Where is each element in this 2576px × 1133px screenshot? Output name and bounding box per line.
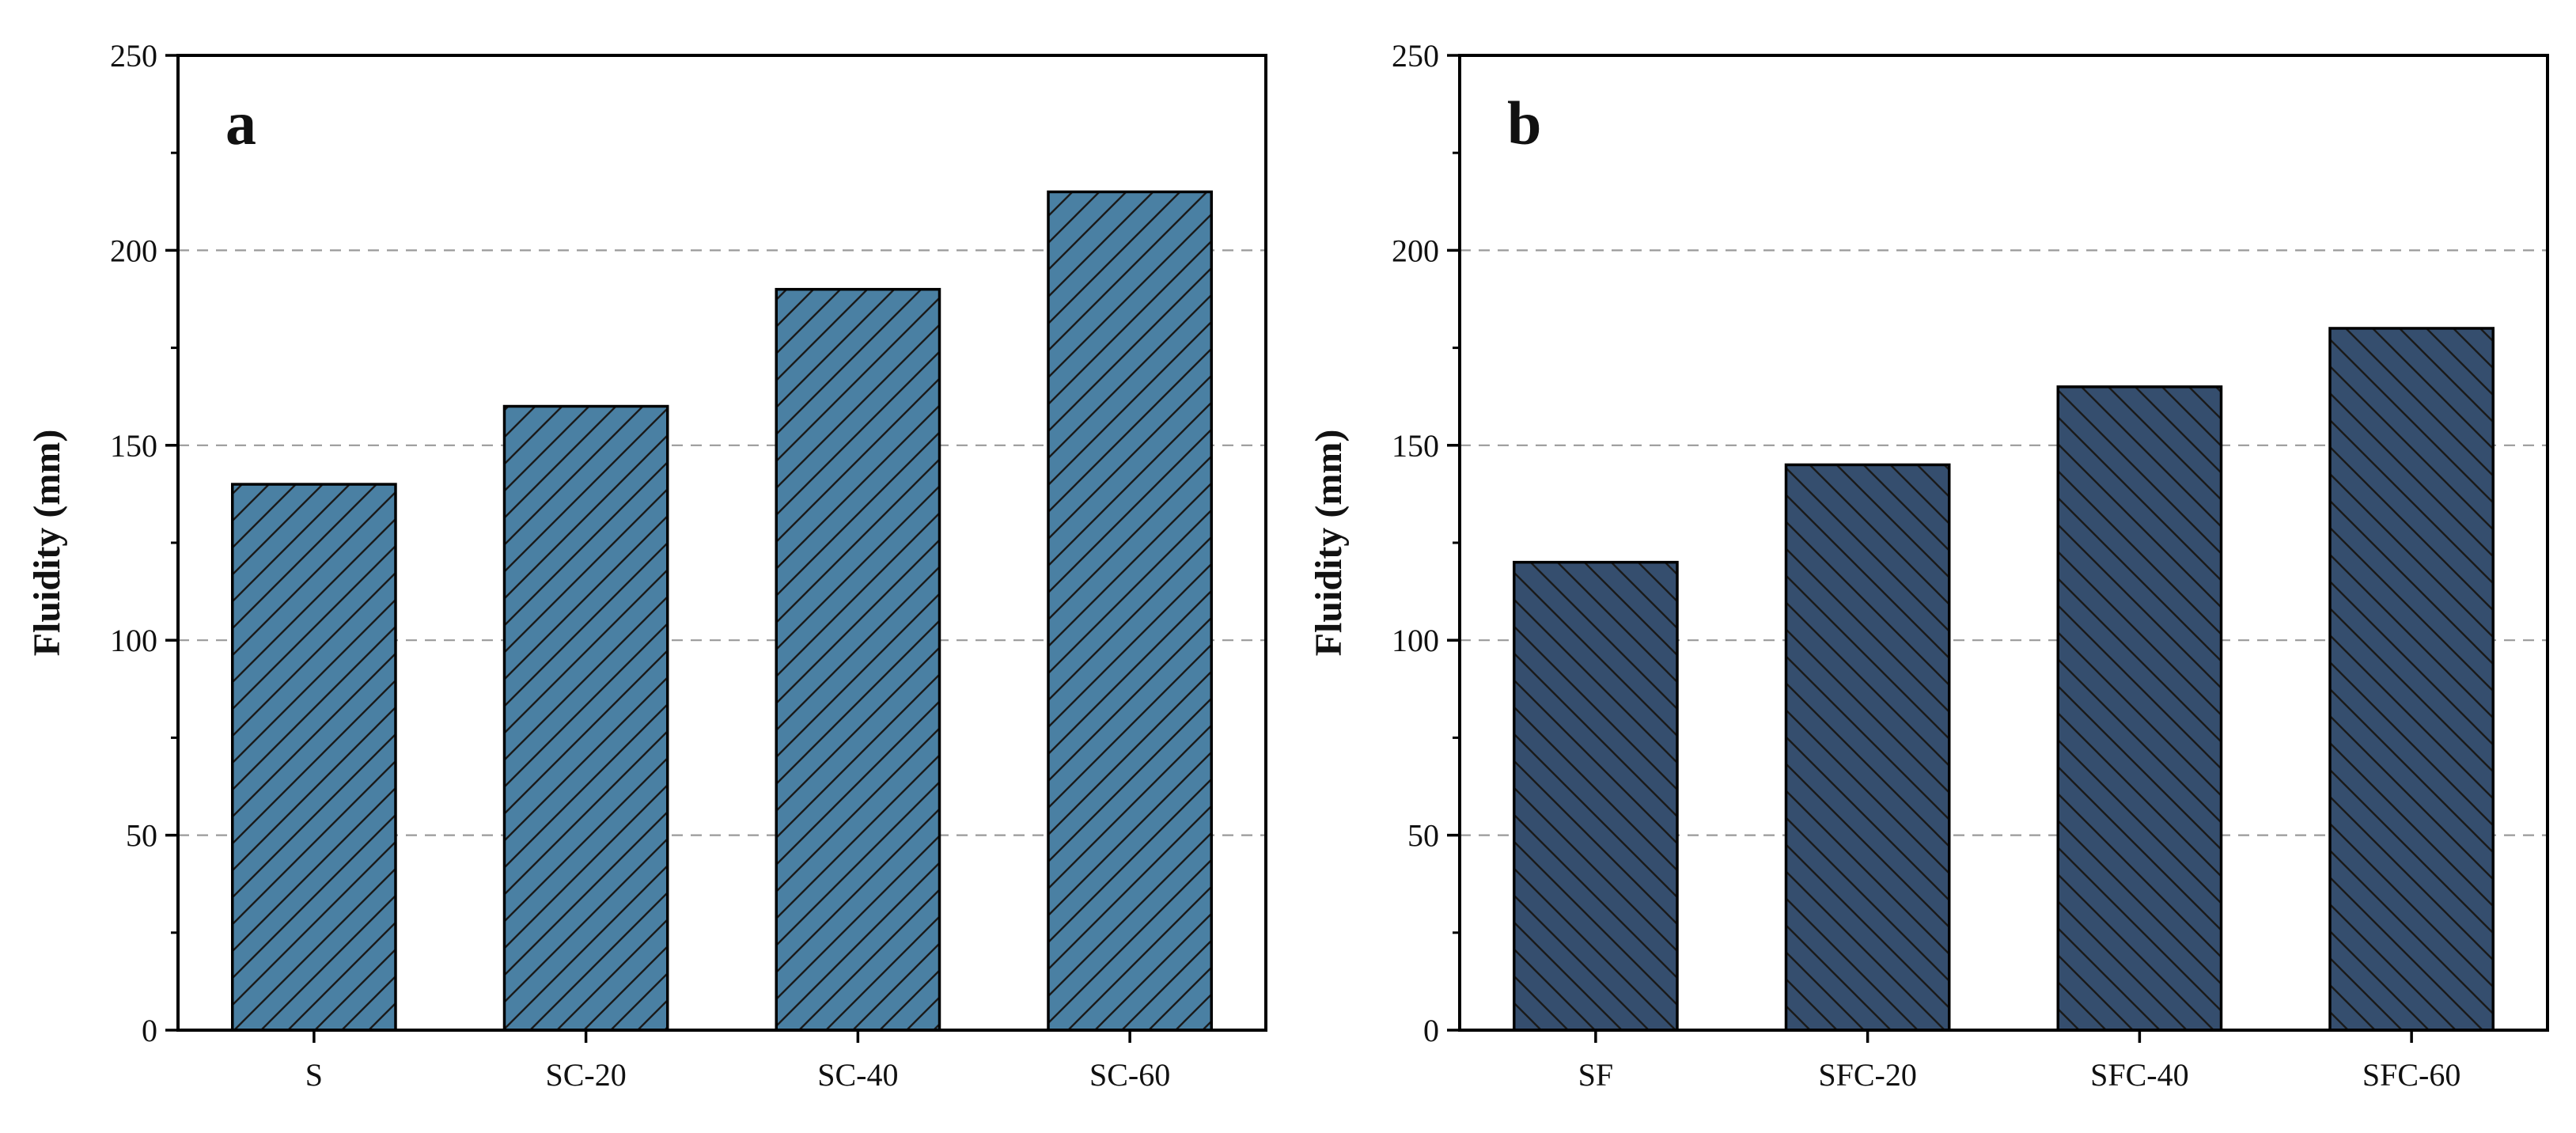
panel-b-bar-hatch-sfc-40 [2056, 385, 2223, 1032]
panel-a-ticks [165, 54, 1131, 1043]
panel-b-y-tick-label: 100 [1392, 623, 1439, 658]
panel-a-x-tick-label: SC-60 [1089, 1057, 1170, 1093]
panel-b-y-tick-label: 50 [1407, 818, 1439, 854]
panel-b-bar-hatch-sfc-20 [1784, 463, 1951, 1032]
panel-a: 0 50 100 150 200 250 S SC-20 SC-40 SC-60 Fluidit… [26, 38, 1267, 1093]
panel-b-x-tick-labels: SF SFC-20 SFC-40 SFC-60 [1578, 1057, 2461, 1093]
panel-b-y-tick-label: 150 [1392, 428, 1439, 464]
panel-b-y-tick-label: 0 [1423, 1013, 1439, 1048]
panel-b-letter: b [1507, 89, 1541, 157]
panel-b-bar-hatch-sfc-60 [2328, 327, 2495, 1032]
panel-a-y-tick-label: 200 [110, 233, 157, 268]
panel-b-bar-hatch-sf [1513, 560, 1679, 1032]
panel-a-bars [231, 190, 1213, 1032]
panel-a-bar-hatch-sc-40 [775, 287, 941, 1032]
panel-a-y-tick-label: 100 [110, 623, 157, 658]
panel-b-y-tick-label: 250 [1392, 38, 1439, 74]
panel-a-y-tick-labels: 0 50 100 150 200 250 [110, 38, 157, 1048]
panel-b-y-tick-labels: 0 50 100 150 200 250 [1392, 38, 1439, 1048]
panel-a-y-tick-label: 150 [110, 428, 157, 464]
panel-b-x-tick-label: SFC-20 [1818, 1057, 1917, 1093]
panel-b-y-tick-label: 200 [1392, 233, 1439, 268]
panel-a-x-tick-label: SC-20 [546, 1057, 627, 1093]
panel-a-bar-hatch-sc-60 [1047, 190, 1213, 1032]
panel-a-y-tick-label: 50 [126, 818, 157, 854]
panel-a-x-tick-labels: S SC-20 SC-40 SC-60 [305, 1057, 1171, 1093]
panel-a-y-tick-label: 0 [142, 1013, 157, 1048]
panel-a-y-axis-title: Fluidity (mm) [26, 430, 68, 657]
panel-a-bar-hatch-s [231, 483, 397, 1032]
panel-b-x-tick-label: SFC-60 [2362, 1057, 2461, 1093]
panel-b-ticks [1447, 54, 2413, 1043]
panel-a-bar-hatch-sc-20 [502, 404, 669, 1032]
panel-b-bars [1513, 327, 2495, 1032]
panel-a-letter: a [225, 89, 256, 157]
panel-a-x-tick-label: S [305, 1057, 323, 1093]
panel-b: 0 50 100 150 200 250 SF SFC-20 SFC-40 SFC-60 Flu… [1308, 38, 2549, 1093]
panel-b-y-axis-title: Fluidity (mm) [1308, 430, 1350, 657]
panel-a-y-tick-label: 250 [110, 38, 157, 74]
panel-b-x-tick-label: SFC-40 [2090, 1057, 2189, 1093]
panel-a-x-tick-label: SC-40 [817, 1057, 898, 1093]
panel-b-x-tick-label: SF [1578, 1057, 1614, 1093]
